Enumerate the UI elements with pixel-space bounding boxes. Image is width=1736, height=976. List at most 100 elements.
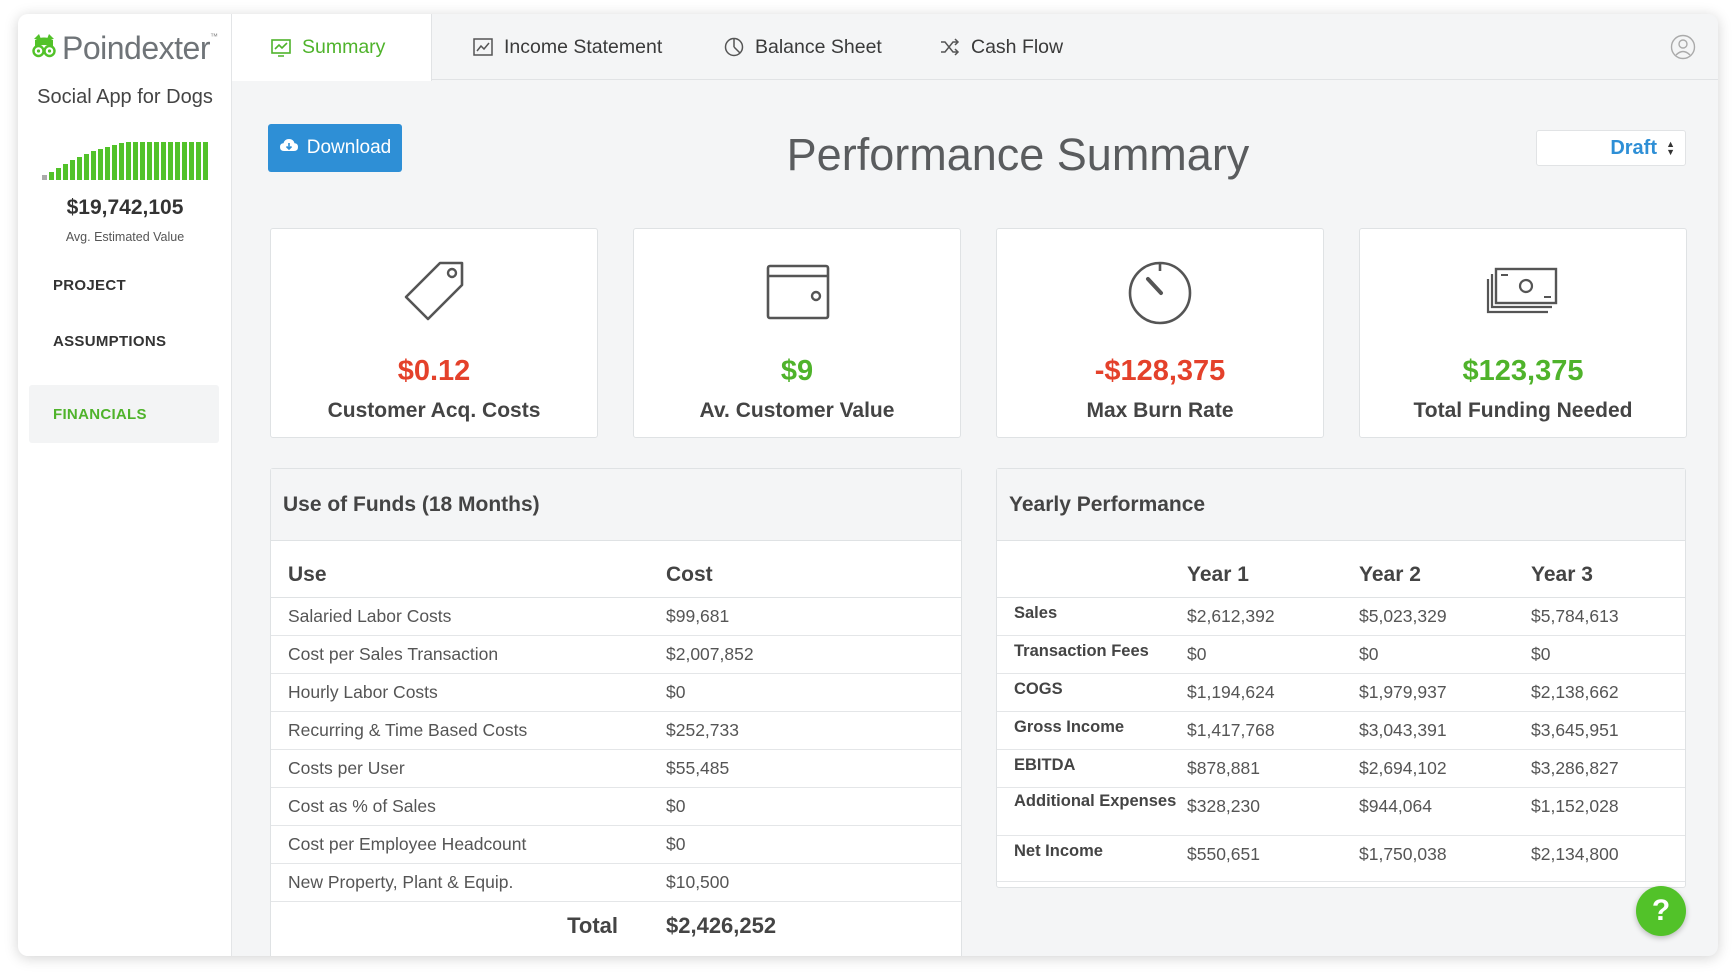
sidebar-item-label: FINANCIALS [53, 405, 147, 423]
kpi-label: Av. Customer Value [699, 399, 895, 422]
sparkline-bar [182, 142, 187, 180]
sparkline-bar [133, 142, 138, 180]
panel-title: Use of Funds (18 Months) [271, 469, 961, 541]
table-row: Cost as % of Sales $0 [271, 787, 961, 826]
sidebar: Poindexter ™ Social App for Dogs $19,742… [18, 14, 232, 956]
select-arrows-icon: ▲ ▼ [1666, 139, 1675, 157]
sparkline-bar [70, 160, 75, 180]
yearly-performance-panel: Yearly Performance Year 1 Year 2 Year 3 … [996, 468, 1686, 888]
sparkline-bar [63, 164, 68, 180]
price-tag-icon [271, 255, 597, 327]
cost-cell: $0 [666, 787, 961, 826]
value-cell: $3,043,391 [1359, 711, 1531, 750]
table-row: Cost per Sales Transaction $2,007,852 [271, 635, 961, 674]
metric-cell: Gross Income [997, 711, 1187, 750]
table-row: Hourly Labor Costs $0 [271, 673, 961, 712]
column-header: Year 2 [1359, 541, 1531, 598]
cost-cell: $252,733 [666, 711, 961, 750]
summary-icon [270, 37, 292, 59]
cost-cell: $55,485 [666, 749, 961, 788]
cloud-download-icon [279, 137, 299, 159]
metric-cell: Additional Expenses [997, 787, 1187, 836]
value-cell: $2,134,800 [1531, 835, 1685, 882]
project-name: Social App for Dogs [37, 86, 213, 108]
value-cell: $0 [1531, 635, 1685, 674]
cost-cell: $10,500 [666, 863, 961, 902]
kpi-value: $123,375 [1462, 355, 1584, 387]
sparkline-bar [161, 142, 166, 180]
value-cell: $878,881 [1187, 749, 1359, 788]
value-cell: $550,651 [1187, 835, 1359, 882]
sparkline-bar [112, 145, 117, 180]
sparkline-bar [98, 149, 103, 180]
value-cell: $2,694,102 [1359, 749, 1531, 788]
sidebar-item-assumptions[interactable]: ASSUMPTIONS [29, 312, 219, 370]
kpi-value: -$128,375 [1094, 355, 1226, 387]
pie-chart-icon [723, 36, 745, 58]
table-row: Recurring & Time Based Costs $252,733 [271, 711, 961, 750]
value-cell: $944,064 [1359, 787, 1531, 836]
brand-logo[interactable]: Poindexter ™ [30, 28, 218, 68]
line-chart-icon [472, 36, 494, 58]
tab-income-statement[interactable]: Income Statement [472, 14, 662, 80]
tab-cash-flow[interactable]: Cash Flow [939, 14, 1063, 80]
table-row: COGS $1,194,624 $1,979,937 $2,138,662 [997, 673, 1685, 712]
kpi-label: Max Burn Rate [1086, 399, 1234, 422]
tab-label: Summary [302, 36, 386, 58]
sparkline-bar [42, 175, 47, 180]
tab-balance-sheet[interactable]: Balance Sheet [723, 14, 882, 80]
page-title: Performance Summary [786, 129, 1250, 180]
value-cell: $0 [1359, 635, 1531, 674]
app-window: Poindexter ™ Social App for Dogs $19,742… [18, 14, 1718, 956]
yearly-performance-table: Year 1 Year 2 Year 3 Sales $2,612,392 $5,0… [997, 541, 1685, 882]
value-cell: $3,286,827 [1531, 749, 1685, 788]
metric-cell: Sales [997, 597, 1187, 636]
kpi-card-customer-value: $9 Av. Customer Value [633, 228, 961, 438]
table-header-row: Year 1 Year 2 Year 3 [997, 541, 1685, 598]
help-button[interactable]: ? [1636, 886, 1686, 936]
sparkline-bar [126, 142, 131, 180]
cost-cell: $0 [666, 673, 961, 712]
use-cell: Recurring & Time Based Costs [271, 711, 666, 750]
kpi-value: $0.12 [397, 355, 471, 387]
status-select[interactable]: Draft ▲ ▼ [1536, 130, 1686, 166]
tab-summary[interactable]: Summary [232, 14, 432, 81]
sidebar-item-label: PROJECT [53, 276, 126, 294]
user-account-icon[interactable] [1670, 34, 1696, 60]
metric-cell: COGS [997, 673, 1187, 712]
sparkline-bar [105, 147, 110, 180]
value-cell: $2,612,392 [1187, 597, 1359, 636]
kpi-value: $9 [780, 355, 814, 387]
kpi-card-total-funding: $123,375 Total Funding Needed [1359, 228, 1687, 438]
sidebar-item-financials[interactable]: FINANCIALS [29, 385, 219, 443]
sparkline-bar [154, 142, 159, 180]
sparkline-bar [203, 142, 208, 180]
sparkline-bar [49, 172, 54, 180]
use-of-funds-table: Use Cost Salaried Labor Costs $99,681 Cos… [271, 541, 961, 951]
column-header: Year 1 [1187, 541, 1359, 598]
sparkline-bar [189, 142, 194, 180]
shuffle-icon [939, 36, 961, 58]
use-cell: New Property, Plant & Equip. [271, 863, 666, 902]
sparkline-bar [175, 142, 180, 180]
tab-label: Balance Sheet [755, 35, 882, 58]
table-row: Net Income $550,651 $1,750,038 $2,134,800 [997, 835, 1685, 882]
cost-cell: $0 [666, 825, 961, 864]
sparkline-bar [77, 157, 82, 180]
column-header: Use [271, 541, 666, 598]
cost-cell: $99,681 [666, 597, 961, 636]
value-cell: $5,784,613 [1531, 597, 1685, 636]
table-row: Sales $2,612,392 $5,023,329 $5,784,613 [997, 597, 1685, 636]
sidebar-item-project[interactable]: PROJECT [29, 256, 219, 314]
value-cell: $0 [1187, 635, 1359, 674]
value-cell: $1,194,624 [1187, 673, 1359, 712]
download-label: Download [306, 137, 392, 158]
status-value: Draft [1610, 136, 1657, 159]
estimated-value: $19,742,105 [66, 196, 184, 219]
kpi-card-customer-acq-costs: $0.12 Customer Acq. Costs [270, 228, 598, 438]
brand-trademark: ™ [209, 32, 218, 41]
sparkline-bar [147, 142, 152, 180]
use-cell: Hourly Labor Costs [271, 673, 666, 712]
column-header [997, 541, 1187, 598]
download-button[interactable]: Download [268, 124, 402, 172]
